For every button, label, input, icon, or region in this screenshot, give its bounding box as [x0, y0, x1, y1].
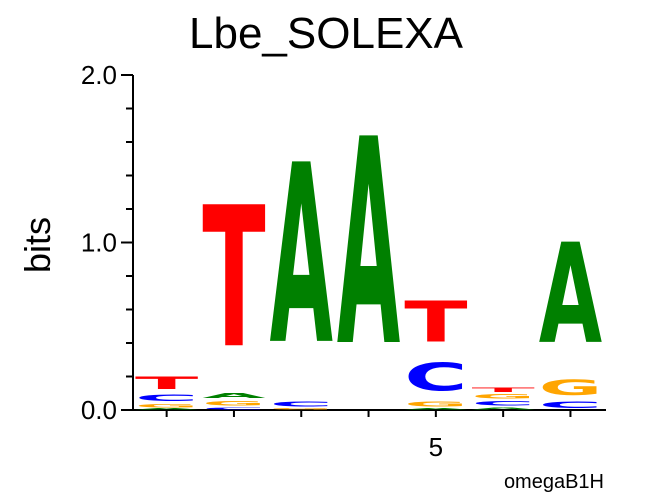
- logo-letter-A: A: [337, 80, 400, 410]
- x-tick-label: 5: [429, 432, 443, 462]
- chart-title: Lbe_SOLEXA: [189, 9, 464, 58]
- logo-letter-A: A: [135, 408, 199, 410]
- axes: 0.0 1.0 2.0 5: [81, 60, 606, 462]
- logo-letter-T: T: [472, 387, 536, 394]
- logo-letter-A: A: [539, 214, 602, 374]
- footer-label: omegaB1H: [504, 471, 604, 493]
- logo-letter-G: G: [404, 400, 467, 408]
- logo-letter-C: C: [404, 355, 467, 400]
- logo-letter-C: C: [270, 400, 333, 408]
- y-tick-label: 2.0: [81, 60, 117, 90]
- logo-letter-C: C: [135, 393, 198, 403]
- logo-letter-C: C: [202, 407, 265, 410]
- logo-letter-T: T: [135, 373, 199, 393]
- logo-letter-G: G: [539, 375, 602, 400]
- logo-letter-A: A: [202, 392, 265, 400]
- y-axis-label: bits: [17, 217, 58, 273]
- logo-letter-G: G: [270, 408, 333, 410]
- logo-letter-C: C: [471, 400, 534, 407]
- logo-letter-A: A: [270, 114, 333, 400]
- y-tick-label: 1.0: [81, 228, 117, 258]
- logo-letter-G: G: [202, 400, 265, 407]
- logo-letter-T: T: [202, 165, 265, 391]
- logo-letter-G: G: [135, 403, 198, 408]
- logo-letter-C: C: [539, 400, 602, 410]
- logo-letter-T: T: [404, 290, 467, 355]
- logo-letter-G: G: [472, 393, 535, 400]
- logo-letter-A: A: [472, 407, 536, 410]
- logo-letter-A: A: [404, 408, 468, 410]
- y-tick-label: 0.0: [81, 395, 117, 425]
